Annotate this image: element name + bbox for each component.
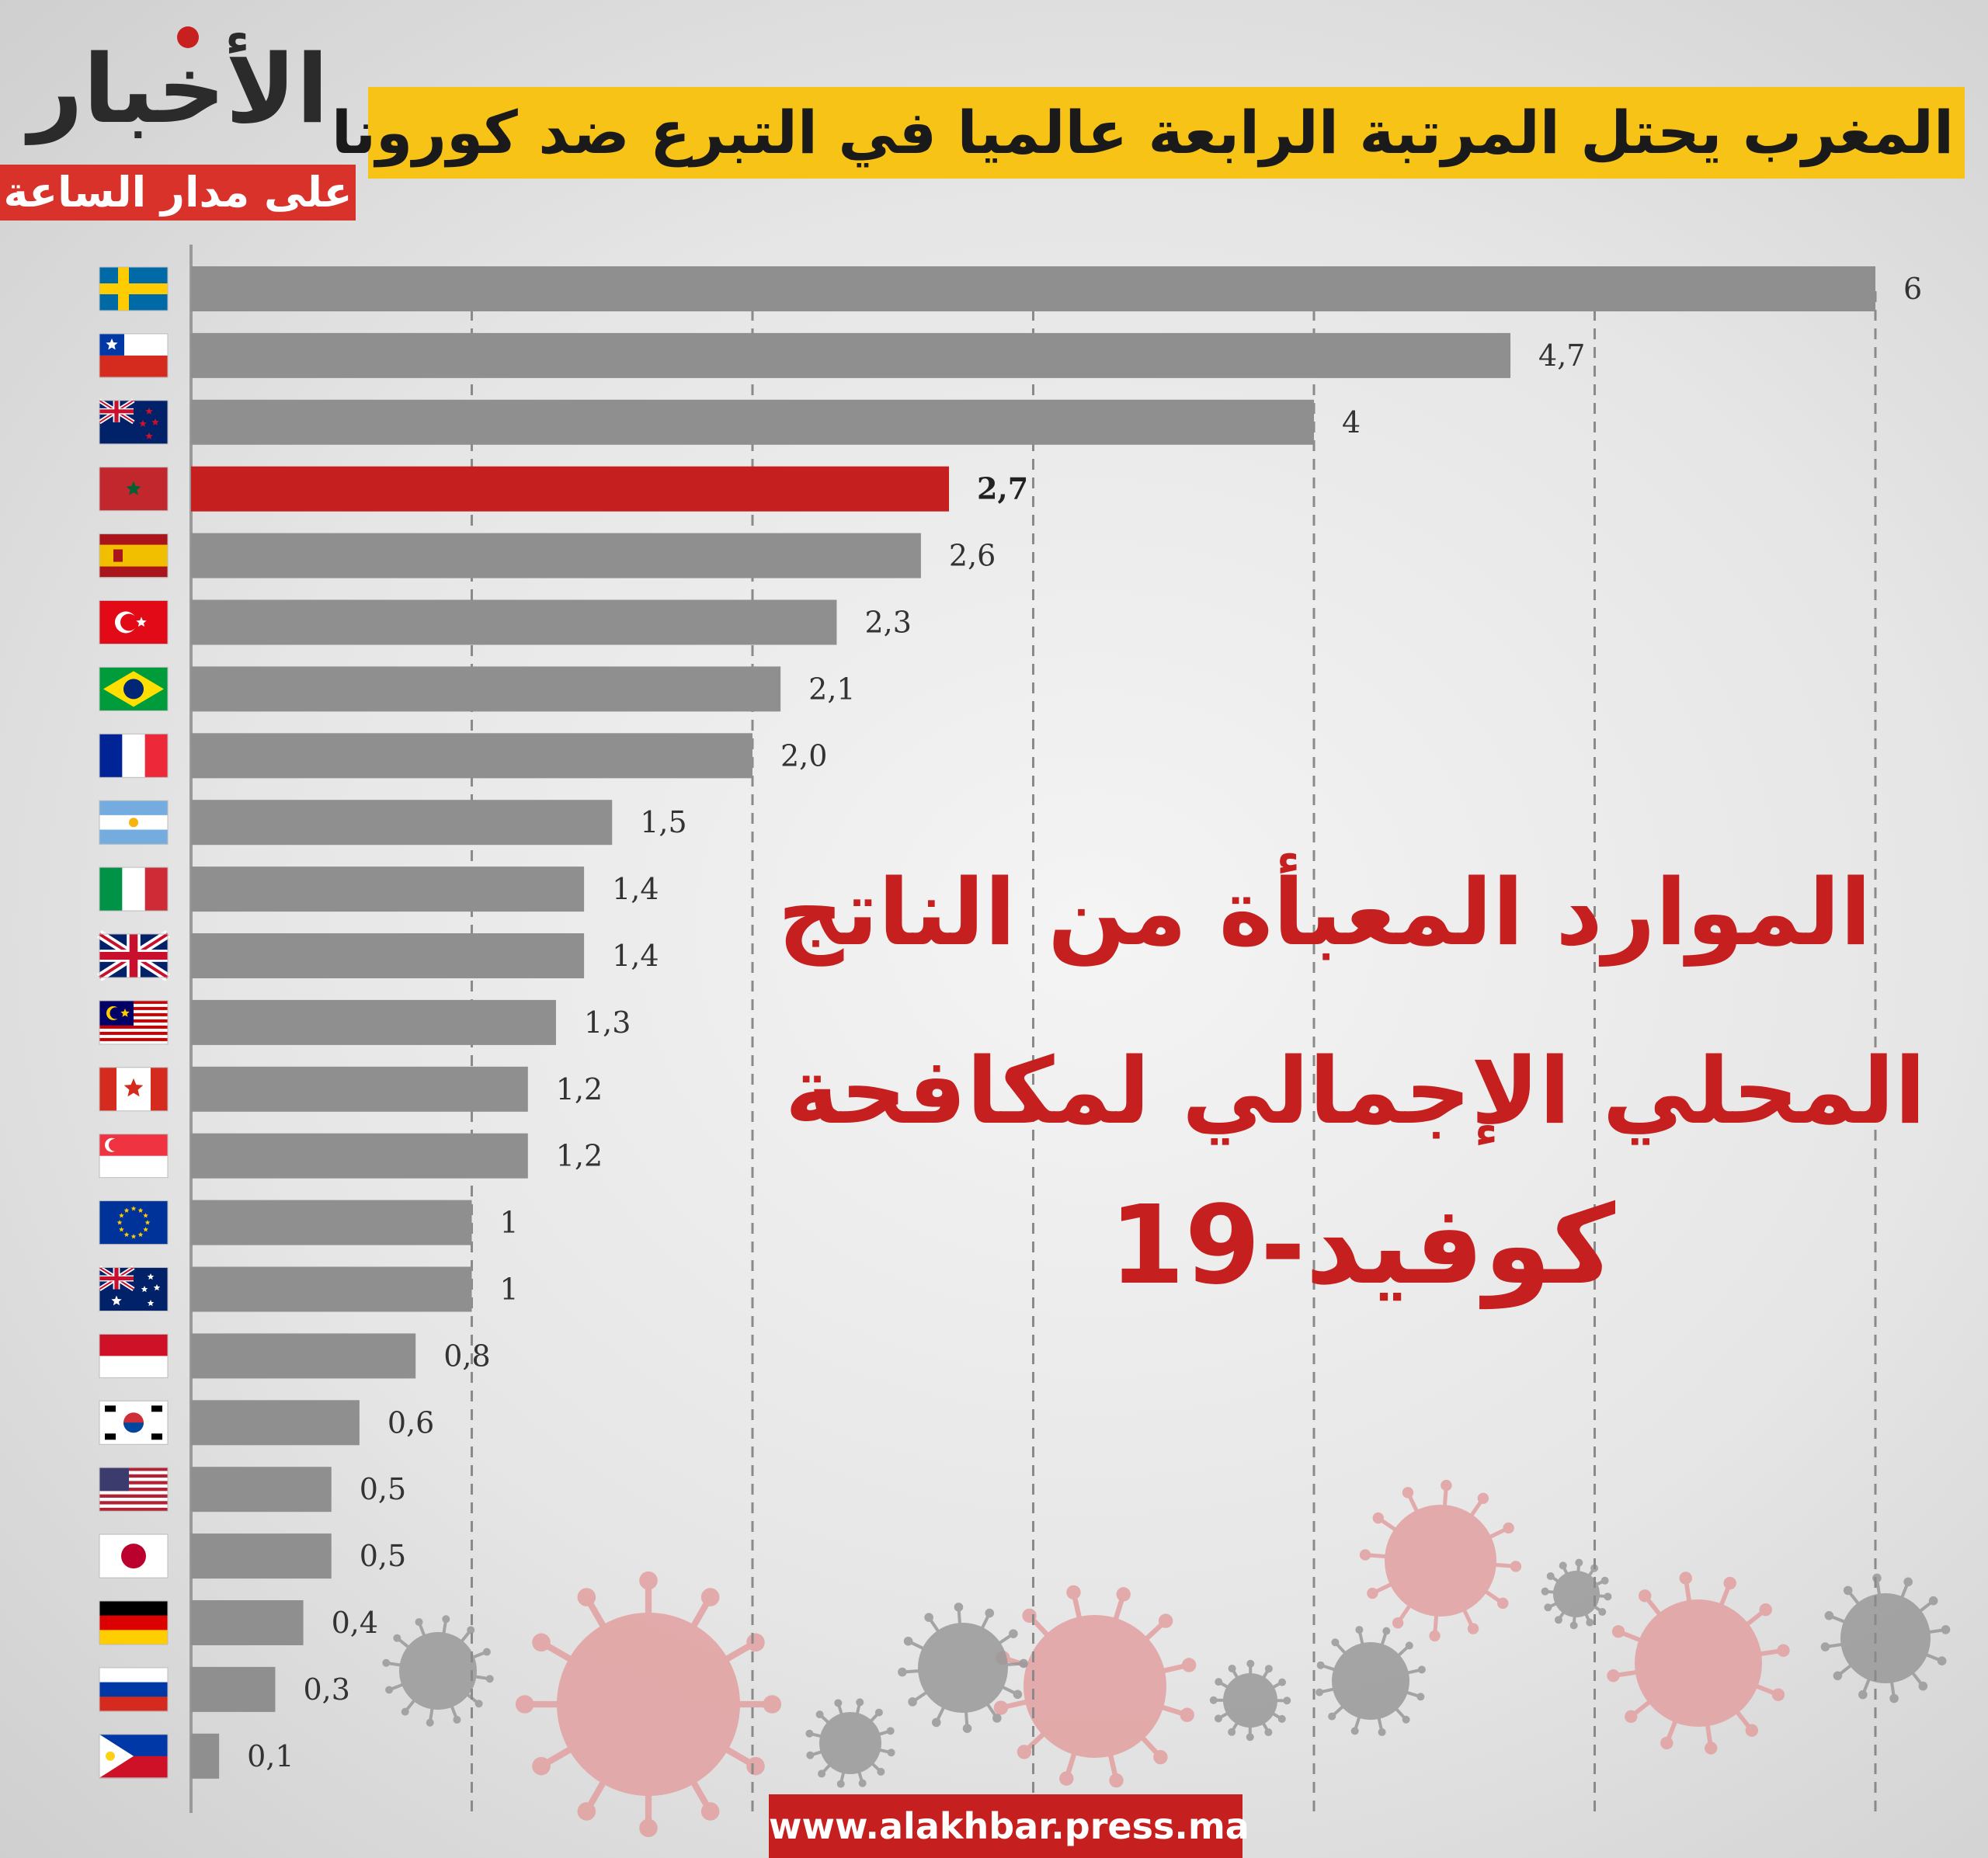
value-label: 1,2 — [556, 1139, 603, 1173]
virus-icon — [1607, 1571, 1790, 1755]
value-label: 2,6 — [949, 539, 996, 573]
bar — [191, 1666, 276, 1712]
virus-icon — [515, 1571, 782, 1838]
virus-icon — [1541, 1558, 1612, 1630]
france-flag-icon — [99, 733, 169, 778]
virus-icon — [805, 1698, 895, 1788]
value-label: 1,2 — [556, 1072, 603, 1106]
bar — [191, 1600, 304, 1645]
bar — [191, 1533, 332, 1579]
virus-decorations — [382, 1479, 1951, 1838]
virus-icon — [993, 1585, 1197, 1788]
turkey-flag-icon — [99, 600, 169, 644]
value-label: 1 — [500, 1273, 519, 1307]
bar — [191, 866, 585, 912]
brazil-flag-icon — [99, 666, 169, 711]
value-label: 0,5 — [360, 1539, 406, 1573]
bar — [191, 1400, 360, 1446]
bar — [191, 800, 613, 846]
value-label: 1,4 — [612, 939, 659, 973]
sweden-flag-icon — [99, 266, 169, 311]
value-label: 0,3 — [303, 1672, 349, 1707]
usa-flag-icon — [99, 1467, 169, 1512]
chile-flag-icon — [99, 333, 169, 378]
bar — [191, 1066, 528, 1112]
australia-flag-icon — [98, 1266, 169, 1311]
bar — [191, 933, 585, 978]
virus-icon — [382, 1615, 494, 1727]
headline-title: المغرب يحتل المرتبة الرابعة عالميا في ال… — [331, 98, 1954, 167]
uk-flag-icon — [96, 930, 171, 981]
value-label: 4,7 — [1538, 339, 1585, 373]
philippines-flag-icon — [99, 1734, 169, 1779]
logo-dot-icon — [177, 26, 199, 48]
bar — [191, 466, 950, 512]
malaysia-flag-icon — [99, 1000, 169, 1045]
bar — [191, 332, 1511, 378]
bar — [191, 1266, 472, 1312]
bar — [191, 733, 752, 779]
singapore-flag-icon — [99, 1134, 169, 1179]
caption-line-1: الموارد المعبأة من الناتج — [777, 859, 1872, 966]
caption-line-2: المحلي الإجمالي لمكافحة — [784, 1037, 1926, 1144]
italy-flag-icon — [99, 866, 169, 912]
indonesia-flag-icon — [99, 1333, 169, 1378]
canada-flag-icon — [99, 1067, 169, 1112]
value-label: 1,5 — [640, 805, 686, 839]
bar — [191, 1733, 220, 1779]
caption-line-3: كوفيد-19 — [1109, 1183, 1615, 1309]
value-label: 0,6 — [388, 1405, 434, 1440]
bar — [191, 533, 921, 578]
value-label: 2,1 — [808, 672, 855, 706]
bar — [191, 1467, 332, 1512]
bar — [191, 999, 556, 1045]
morocco-flag-icon — [99, 467, 169, 512]
south-korea-flag-icon — [99, 1400, 169, 1445]
chart-caption: الموارد المعبأة من الناتج المحلي الإجمال… — [777, 823, 1926, 1335]
virus-icon — [1315, 1626, 1426, 1736]
eu-flag-icon — [99, 1200, 169, 1245]
value-label: 1,4 — [612, 872, 659, 906]
website-url[interactable]: www.alakhbar.press.ma — [769, 1794, 1249, 1858]
bar — [191, 399, 1314, 445]
headline-bar: المغرب يحتل المرتبة الرابعة عالميا في ال… — [332, 87, 1965, 179]
bar — [191, 599, 837, 645]
virus-icon — [1820, 1573, 1951, 1703]
logo-subtitle: على مدار الساعة — [0, 165, 356, 221]
bar — [191, 1200, 472, 1245]
russia-flag-icon — [99, 1667, 169, 1712]
new-zealand-flag-icon — [98, 398, 169, 445]
value-label: 0,4 — [332, 1606, 378, 1640]
value-label: 2,3 — [864, 606, 911, 640]
value-label: 2,7 — [977, 471, 1028, 506]
germany-flag-icon — [99, 1600, 169, 1645]
bars-layer — [191, 266, 1875, 1779]
value-label: 4 — [1342, 405, 1361, 439]
alakhbar-logo: الأخبار على مدار الساعة — [0, 26, 357, 221]
flags-layer — [96, 266, 171, 1779]
value-labels-layer: 6 4,7 4 2,7 2,6 2,3 2,1 2,0 1,5 1,4 1,4 1,3 1,2 1,2 1 1… — [247, 272, 1922, 1773]
bar — [191, 666, 781, 712]
argentina-flag-icon — [99, 800, 169, 845]
value-label: 1 — [500, 1206, 519, 1240]
value-label: 0,1 — [247, 1739, 294, 1773]
japan-flag-icon — [99, 1533, 169, 1578]
spain-flag-icon — [99, 533, 169, 578]
bar — [191, 1333, 416, 1379]
virus-icon — [898, 1603, 1028, 1733]
logo-title: الأخبار — [28, 34, 329, 144]
chart-grid — [471, 291, 1877, 1813]
value-label: 0,5 — [360, 1472, 406, 1506]
value-label: 2,0 — [780, 738, 827, 773]
value-label: 1,3 — [584, 1005, 631, 1040]
virus-icon — [1209, 1659, 1291, 1742]
value-label: 6 — [1903, 272, 1922, 306]
bar — [191, 1133, 528, 1179]
value-label: 0,8 — [443, 1339, 490, 1373]
bar — [191, 266, 1875, 311]
virus-icon — [1359, 1479, 1522, 1642]
